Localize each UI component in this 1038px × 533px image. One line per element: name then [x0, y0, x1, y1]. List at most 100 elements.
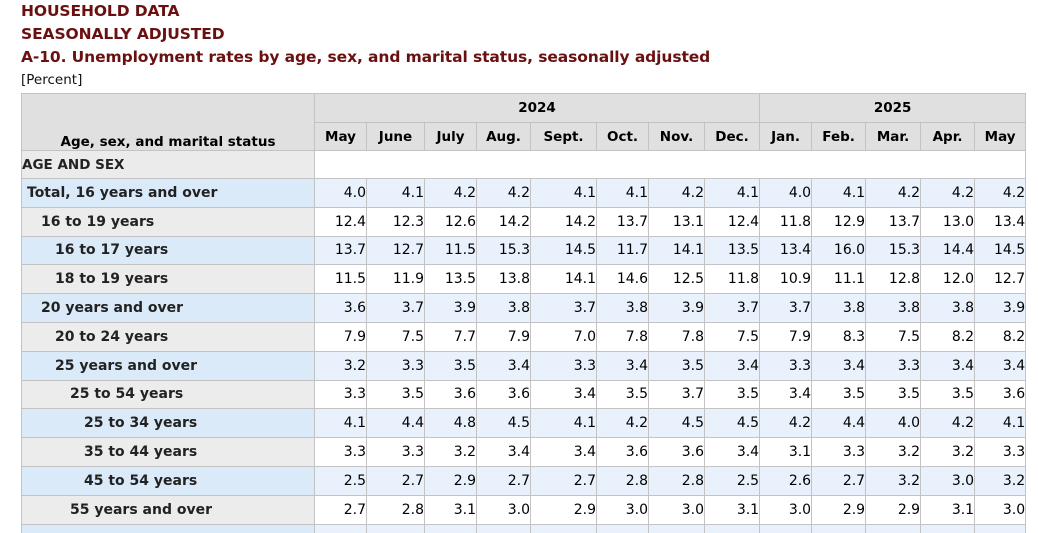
rate-cell: 2.5	[314, 465, 367, 496]
rate-cell: 4.0	[314, 178, 367, 208]
rate-cell: 2.7	[811, 465, 867, 496]
rate-cell: 12.9	[811, 206, 867, 237]
rate-cell: 3.2	[865, 437, 922, 467]
row-label: 18 to 19 years	[21, 264, 315, 295]
rate-cell: 3.8	[865, 293, 922, 323]
rate-cell: 4.5	[703, 408, 761, 439]
rate-cell: 4.1	[530, 178, 597, 208]
rate-cell: 3.0	[920, 465, 976, 496]
rate-cell: 11.5	[424, 235, 477, 266]
rate-cell: 4.4	[366, 408, 425, 439]
page: HOUSEHOLD DATA SEASONALLY ADJUSTED A-10.…	[21, 0, 1031, 533]
month-header: Mar.	[865, 122, 922, 151]
rate-cell: 3.4	[530, 379, 597, 410]
rate-cell: 7.0	[530, 321, 597, 352]
table-row: 25 to 54 years 3.3 3.5 3.6 3.6 3.4 3.5 3.7 3.5 3.…	[21, 379, 1027, 410]
rate-cell: 14.2	[476, 206, 531, 237]
rate-cell: 4.1	[811, 178, 867, 208]
rate-cell: 4.2	[759, 408, 813, 439]
rate-cell: 3.6	[648, 437, 705, 467]
rate-cell: 11.9	[366, 264, 425, 295]
table-row: Total, 16 years and over 4.0 4.1 4.2 4.2 4.1 4…	[21, 178, 1027, 208]
rate-cell: 4.2	[476, 178, 531, 208]
adjustment-heading: SEASONALLY ADJUSTED	[21, 25, 225, 43]
rate-cell: 3.4	[759, 379, 813, 410]
row-label	[21, 523, 315, 533]
rate-cell: 3.2	[865, 465, 922, 496]
rate-cell: 2.7	[476, 465, 531, 496]
rate-cell: 3.3	[314, 379, 367, 410]
rate-cell: 3.9	[648, 293, 705, 323]
rate-cell	[530, 523, 597, 533]
rate-cell: 4.2	[648, 178, 705, 208]
rate-cell: 3.4	[703, 437, 761, 467]
rate-cell	[314, 523, 367, 533]
rate-cell: 4.2	[920, 408, 976, 439]
rate-cell: 4.2	[596, 408, 649, 439]
rate-cell: 3.7	[530, 293, 597, 323]
rate-cell: 7.8	[648, 321, 705, 352]
rate-cell: 3.4	[920, 350, 976, 381]
rate-cell: 4.5	[648, 408, 705, 439]
year-header-2025: 2025	[759, 93, 1027, 123]
rate-cell: 11.7	[596, 235, 649, 266]
month-header: Apr.	[920, 122, 976, 151]
rate-cell: 7.9	[476, 321, 531, 352]
rate-cell: 8.3	[811, 321, 867, 352]
rate-cell: 3.6	[476, 379, 531, 410]
table-body: AGE AND SEX Total, 16 years and over 4.0 4…	[21, 150, 1027, 533]
rate-cell	[920, 523, 976, 533]
rate-cell: 14.1	[530, 264, 597, 295]
rate-cell: 4.1	[703, 178, 761, 208]
release-heading: HOUSEHOLD DATA	[21, 2, 180, 20]
table-row: 20 years and over 3.6 3.7 3.9 3.8 3.7 3.8 3.9 3.…	[21, 293, 1027, 323]
rate-cell: 13.4	[974, 206, 1027, 237]
rate-cell: 13.7	[314, 235, 367, 266]
rate-cell: 3.5	[703, 379, 761, 410]
rate-cell: 11.5	[314, 264, 367, 295]
rate-cell: 3.5	[920, 379, 976, 410]
rate-cell	[865, 523, 922, 533]
rate-cell: 3.1	[920, 494, 976, 525]
month-header: June	[366, 122, 425, 151]
rate-cell: 14.5	[530, 235, 597, 266]
rate-cell: 2.9	[811, 494, 867, 525]
rate-cell: 13.4	[759, 235, 813, 266]
rate-cell: 3.6	[596, 437, 649, 467]
rate-cell: 3.8	[596, 293, 649, 323]
row-label: 55 years and over	[21, 494, 315, 525]
rate-cell: 16.0	[811, 235, 867, 266]
rate-cell: 13.5	[703, 235, 761, 266]
rate-cell	[596, 523, 649, 533]
rate-cell: 12.4	[314, 206, 367, 237]
rate-cell: 7.9	[759, 321, 813, 352]
rate-cell: 7.5	[865, 321, 922, 352]
rate-cell: 2.9	[530, 494, 597, 525]
month-header: Dec.	[703, 122, 761, 151]
rate-cell: 12.7	[366, 235, 425, 266]
rate-cell: 3.6	[974, 379, 1027, 410]
rate-cell: 14.5	[974, 235, 1027, 266]
stub-header: Age, sex, and marital status	[21, 93, 315, 151]
rate-cell: 4.2	[424, 178, 477, 208]
table-row: 55 years and over 2.7 2.8 3.1 3.0 2.9 3.0 3.0 3.…	[21, 494, 1027, 525]
table-row: 18 to 19 years 11.5 11.9 13.5 13.8 14.1 14.6 12…	[21, 264, 1027, 295]
table-row: 45 to 54 years 2.5 2.7 2.9 2.7 2.7 2.8 2.8 2.5 2.…	[21, 465, 1027, 496]
rate-cell: 2.7	[366, 465, 425, 496]
rate-cell: 3.1	[424, 494, 477, 525]
row-label: 25 years and over	[21, 350, 315, 381]
row-label: 16 to 17 years	[21, 235, 315, 266]
month-header-row: May June July Aug. Sept. Oct. Nov. Dec. …	[22, 122, 1027, 151]
rate-cell: 13.8	[476, 264, 531, 295]
rate-cell: 3.7	[703, 293, 761, 323]
rate-cell: 12.5	[648, 264, 705, 295]
rate-cell: 3.3	[865, 350, 922, 381]
rate-cell: 3.5	[648, 350, 705, 381]
row-label: 35 to 44 years	[21, 437, 315, 467]
rate-cell: 3.5	[596, 379, 649, 410]
rate-cell: 4.0	[865, 408, 922, 439]
rate-cell: 3.7	[648, 379, 705, 410]
rate-cell: 3.4	[974, 350, 1027, 381]
rate-cell: 3.6	[314, 293, 367, 323]
month-header: May	[314, 122, 367, 151]
